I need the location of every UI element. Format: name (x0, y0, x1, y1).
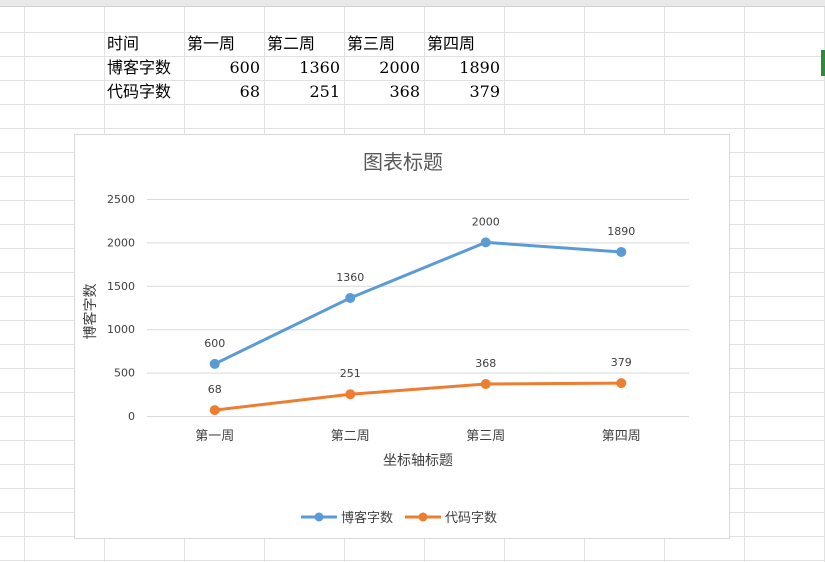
y-tick-label: 1000 (107, 323, 135, 336)
table-header-cell[interactable]: 第三周 (347, 34, 396, 53)
table-cell[interactable]: 379 (469, 82, 500, 101)
data-label: 379 (611, 356, 632, 369)
legend-label: 博客字数 (341, 510, 393, 526)
data-point[interactable] (616, 378, 627, 389)
data-label: 368 (475, 357, 496, 370)
data-point[interactable] (616, 246, 627, 257)
data-label: 251 (340, 367, 361, 380)
table-header-cell[interactable]: 时间 (107, 34, 140, 53)
y-tick-label: 2000 (107, 236, 135, 249)
x-tick-label: 第二周 (331, 429, 370, 444)
table-cell[interactable]: 1890 (459, 58, 500, 77)
line-chart: 图表标题 0 500 1000 1500 2000 2500 第一周 第二周 第三周 第四周坐标轴标… (82, 150, 689, 526)
legend-marker (418, 512, 428, 522)
table-cell[interactable]: 600 (229, 58, 260, 77)
x-axis-title[interactable]: 坐标轴标题 (383, 453, 453, 469)
data-label: 68 (208, 383, 222, 396)
selection-marker (821, 50, 825, 76)
table-cell[interactable]: 代码字数 (107, 82, 172, 101)
chart-area[interactable]: 图表标题 0 500 1000 1500 2000 2500 第一周 第二周 第三周 第四周坐标轴标… (74, 134, 730, 539)
x-tick-label: 第四周 (602, 429, 641, 444)
data-label: 1890 (607, 225, 635, 238)
table-header-cell[interactable]: 第二周 (267, 34, 316, 53)
legend-item[interactable]: 博客字数 (301, 510, 393, 526)
sheet-top-bar (0, 0, 825, 7)
y-tick-label: 0 (128, 410, 135, 423)
legend-label: 代码字数 (445, 511, 497, 526)
legend-marker (314, 512, 324, 522)
y-tick-label: 500 (114, 367, 135, 380)
y-tick-label: 1500 (107, 280, 135, 293)
x-tick-label: 第一周 (195, 429, 234, 444)
table-cell[interactable]: 2000 (379, 58, 420, 77)
table-cell[interactable]: 251 (309, 82, 340, 101)
x-tick-label: 第三周 (466, 429, 505, 444)
data-point[interactable] (480, 237, 491, 248)
table-cell[interactable]: 博客字数 (107, 58, 172, 77)
legend-item[interactable]: 代码字数 (405, 511, 497, 526)
data-label: 600 (204, 337, 225, 350)
data-point[interactable] (345, 389, 356, 400)
data-label: 1360 (336, 271, 364, 284)
y-axis-title[interactable]: 博客字数 (82, 284, 99, 340)
data-point[interactable] (209, 358, 220, 369)
data-point[interactable] (480, 379, 491, 390)
data-point[interactable] (209, 405, 220, 416)
series-line[interactable] (213, 381, 623, 412)
table-cell[interactable]: 1360 (299, 58, 340, 77)
table-cell[interactable]: 68 (239, 82, 260, 101)
y-tick-label: 2500 (107, 193, 135, 206)
table-header-cell[interactable]: 第一周 (187, 34, 236, 53)
series-line[interactable] (213, 240, 623, 366)
data-point[interactable] (345, 292, 356, 303)
table-cell[interactable]: 368 (389, 82, 420, 101)
chart-title[interactable]: 图表标题 (363, 150, 443, 174)
table-header-cell[interactable]: 第四周 (427, 34, 476, 53)
data-label: 2000 (472, 215, 500, 228)
